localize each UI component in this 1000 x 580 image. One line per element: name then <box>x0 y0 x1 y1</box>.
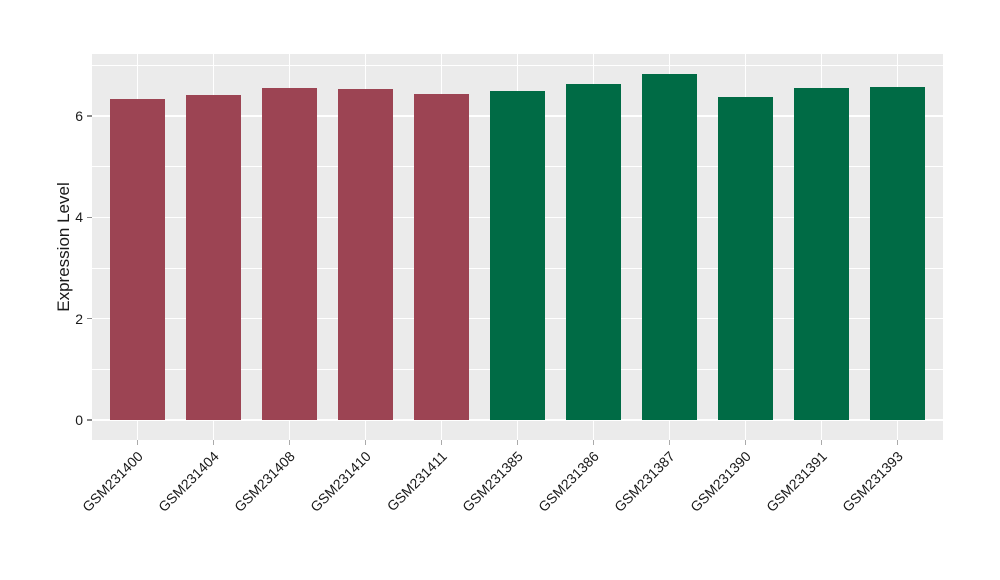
y-tick-4 <box>87 216 92 219</box>
x-tick-GSM231400 <box>136 440 139 445</box>
bar-GSM231400 <box>110 99 165 420</box>
bar-GSM231391 <box>794 87 849 420</box>
x-tick-GSM231391 <box>820 440 823 445</box>
bar-GSM231387 <box>642 74 697 420</box>
y-tick-6 <box>87 115 92 117</box>
x-tick-label-GSM231391: GSM231391 <box>762 448 830 515</box>
x-tick-GSM231385 <box>516 440 519 445</box>
bar-GSM231410 <box>338 89 393 420</box>
y-axis-title: Expression Level <box>54 182 73 312</box>
y-tick-label-4: 4 <box>75 209 83 226</box>
bar-GSM231411 <box>414 93 469 420</box>
bar-GSM231404 <box>186 94 241 420</box>
x-tick-GSM231390 <box>744 440 747 445</box>
x-tick-GSM231393 <box>896 440 899 445</box>
x-tick-label-GSM231390: GSM231390 <box>686 448 754 515</box>
x-tick-label-GSM231408: GSM231408 <box>230 448 298 515</box>
y-tick-2 <box>87 317 92 320</box>
bar-GSM231386 <box>566 84 621 420</box>
x-tick-GSM231404 <box>212 440 215 445</box>
x-tick-GSM231386 <box>592 440 595 445</box>
x-tick-label-GSM231387: GSM231387 <box>610 448 678 515</box>
bar-GSM231385 <box>490 90 545 420</box>
x-tick-GSM231387 <box>668 440 671 445</box>
x-tick-GSM231408 <box>288 440 291 445</box>
bar-GSM231393 <box>870 87 925 420</box>
x-tick-label-GSM231404: GSM231404 <box>154 448 222 515</box>
x-tick-label-GSM231410: GSM231410 <box>306 448 374 515</box>
x-tick-GSM231410 <box>364 440 367 445</box>
x-tick-GSM231411 <box>440 440 443 445</box>
y-tick-0 <box>87 419 92 421</box>
plot-panel <box>92 54 943 440</box>
x-tick-label-GSM231393: GSM231393 <box>838 448 906 515</box>
x-tick-label-GSM231411: GSM231411 <box>383 448 450 515</box>
bar-GSM231408 <box>262 88 317 420</box>
y-tick-label-6: 6 <box>75 107 83 124</box>
x-tick-label-GSM231385: GSM231385 <box>458 448 526 515</box>
y-tick-label-0: 0 <box>75 412 83 428</box>
y-tick-label-2: 2 <box>75 310 83 327</box>
x-tick-label-GSM231386: GSM231386 <box>534 448 602 515</box>
x-tick-label-GSM231400: GSM231400 <box>79 448 146 515</box>
bar-GSM231390 <box>718 97 773 420</box>
